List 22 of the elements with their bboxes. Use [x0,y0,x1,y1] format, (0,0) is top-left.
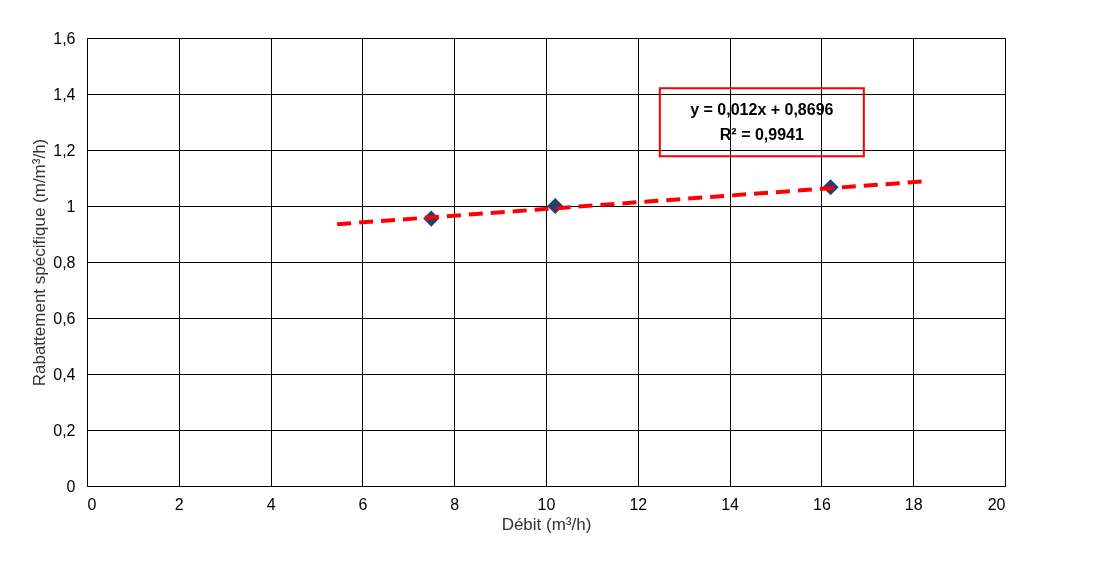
x-tick-label: 4 [266,495,276,513]
x-tick-label: 10 [537,495,556,513]
x-tick-label: 8 [450,495,460,513]
x-tick-label: 12 [629,495,648,513]
y-tick-label: 1 [66,197,76,215]
y-tick-label: 0,2 [53,421,76,439]
y-tick-label: 1,2 [53,141,76,159]
x-tick-label: 18 [904,495,923,513]
x-tick-label: 16 [813,495,831,513]
y-tick-label: 0,8 [53,253,76,271]
x-tick-label: 6 [358,495,368,513]
y-axis-title: Rabattement spécifique (m/m³/h) [30,138,50,387]
y-tick-label: 1,6 [53,29,76,47]
x-tick-label: 20 [987,495,1006,513]
y-tick-label: 0,4 [53,365,76,383]
x-tick-label: 2 [174,495,184,513]
y-tick-label: 1,4 [53,85,76,103]
x-tick-label: 0 [87,495,97,513]
x-axis-title: Débit (m³/h) [501,514,592,534]
x-tick-label: 14 [721,495,740,513]
y-tick-label: 0 [66,477,76,495]
y-tick-label: 0,6 [53,309,76,327]
